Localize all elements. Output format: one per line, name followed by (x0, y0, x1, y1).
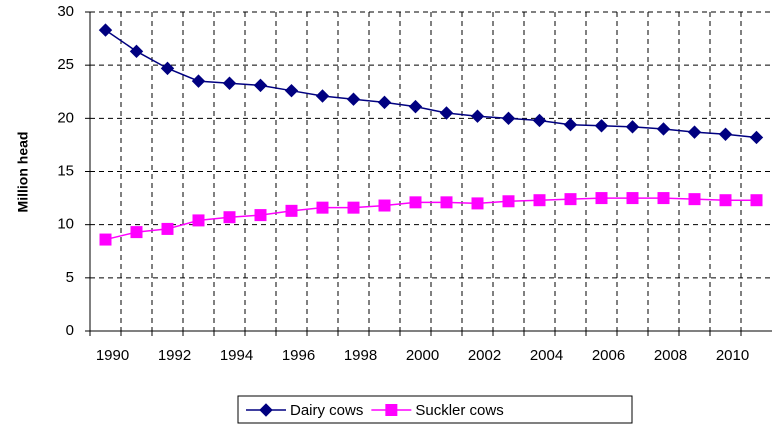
legend-marker (259, 403, 273, 417)
point (595, 192, 608, 205)
y-tick-label: 20 (57, 109, 74, 126)
legend-label: Dairy cows (290, 402, 363, 419)
point (470, 109, 485, 123)
point (687, 125, 702, 139)
x-tick-label: 2008 (654, 347, 687, 364)
point (223, 211, 236, 224)
point (254, 209, 267, 222)
x-tick-label: 2004 (530, 347, 563, 364)
point (253, 78, 268, 93)
point (440, 196, 453, 209)
point (222, 76, 237, 90)
point (377, 95, 392, 110)
legend-label: Suckler cows (415, 402, 503, 419)
x-tick-label: 1992 (158, 347, 191, 364)
point (129, 44, 144, 59)
legend-box (237, 395, 633, 424)
y-tick-label: 5 (66, 269, 74, 286)
point (160, 61, 175, 76)
point (750, 194, 763, 207)
legend-marker (385, 404, 398, 416)
point (191, 74, 206, 88)
point (409, 196, 422, 209)
point (408, 99, 423, 114)
point (378, 199, 391, 212)
point (98, 23, 113, 37)
point (656, 122, 671, 136)
line (105, 197, 757, 241)
y-tick-label: 10 (57, 216, 74, 233)
x-tick-label: 2002 (468, 347, 501, 364)
point (315, 89, 330, 103)
point (626, 192, 639, 205)
point (501, 111, 516, 126)
point (285, 204, 298, 217)
point (533, 194, 546, 207)
point (316, 201, 329, 214)
point (563, 118, 578, 132)
line (105, 29, 757, 139)
point (749, 130, 764, 145)
x-tick-label: 2010 (716, 347, 749, 364)
x-tick-label: 1990 (96, 347, 129, 364)
y-tick-label: 30 (57, 3, 74, 20)
point (657, 192, 670, 205)
point (99, 233, 112, 246)
point (688, 193, 701, 206)
point (284, 83, 299, 98)
point (192, 214, 205, 227)
x-tick-label: 2006 (592, 347, 625, 364)
point (564, 193, 577, 206)
point (718, 127, 733, 141)
point (532, 113, 547, 128)
y-tick-label: 0 (66, 322, 74, 339)
point (719, 194, 732, 207)
point (347, 201, 360, 214)
y-axis-label: Million head (15, 132, 31, 213)
point (439, 106, 454, 120)
y-tick-label: 15 (57, 162, 74, 179)
point (161, 222, 174, 235)
point (625, 120, 640, 134)
x-tick-label: 1994 (220, 347, 253, 364)
x-tick-label: 2000 (406, 347, 439, 364)
x-tick-label: 1998 (344, 347, 377, 364)
point (130, 226, 143, 239)
point (502, 195, 515, 208)
point (346, 92, 361, 106)
x-tick-label: 1996 (282, 347, 315, 364)
point (594, 119, 609, 133)
y-tick-label: 25 (57, 56, 74, 73)
point (471, 197, 484, 210)
